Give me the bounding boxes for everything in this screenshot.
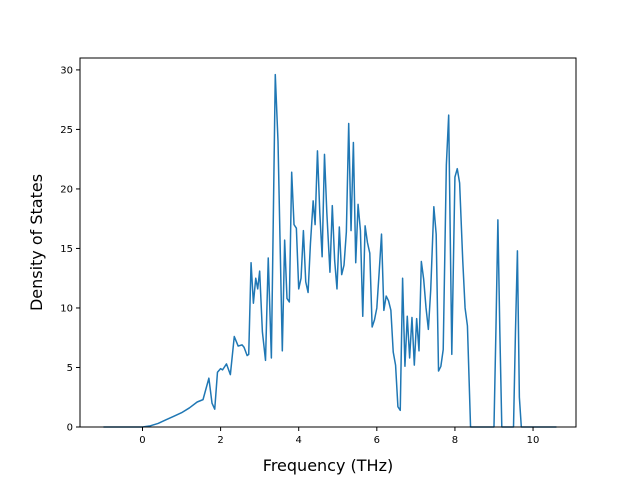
y-tick-label: 20 bbox=[60, 184, 73, 195]
y-ticks: 0 5 10 15 20 25 30 bbox=[60, 65, 80, 434]
series-line-0 bbox=[103, 73, 557, 428]
x-tick-label: 8 bbox=[452, 435, 458, 446]
x-tick-label: 2 bbox=[217, 435, 223, 446]
plot-marks bbox=[103, 73, 557, 428]
y-tick-label: 5 bbox=[67, 363, 73, 374]
x-axis-label: Frequency (THz) bbox=[263, 456, 393, 475]
y-tick-label: 25 bbox=[60, 125, 73, 136]
x-tick-label: 10 bbox=[527, 435, 540, 446]
x-tick-label: 4 bbox=[296, 435, 302, 446]
axes-frame bbox=[79, 57, 577, 428]
y-tick-label: 0 bbox=[67, 423, 73, 434]
x-ticks: 0 2 4 6 8 10 bbox=[139, 427, 539, 446]
y-axis-label: Density of States bbox=[27, 174, 46, 311]
y-tick-label: 30 bbox=[60, 65, 73, 76]
x-tick-label: 6 bbox=[374, 435, 380, 446]
x-tick-label: 0 bbox=[139, 435, 145, 446]
y-tick-label: 10 bbox=[60, 303, 73, 314]
y-tick-label: 15 bbox=[60, 244, 73, 255]
